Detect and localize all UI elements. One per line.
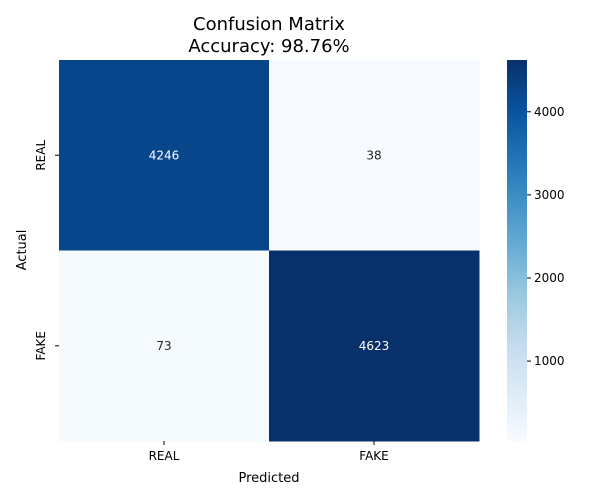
colorbar-tick-label: 3000 — [534, 188, 565, 202]
chart-title: Confusion Matrix — [193, 14, 345, 35]
colorbar-ticks: 1000 2000 3000 4000 — [527, 105, 565, 368]
x-axis-label: Predicted — [238, 471, 299, 486]
chart-subtitle: Accuracy: 98.76% — [188, 36, 349, 57]
colorbar: 1000 2000 3000 4000 — [507, 60, 565, 441]
colorbar-tick-label: 4000 — [534, 105, 565, 119]
cell-value-label: 4623 — [359, 339, 390, 353]
y-axis-label: Actual — [15, 230, 30, 271]
x-tick-label: FAKE — [359, 449, 388, 463]
heatmap-cell — [269, 250, 480, 442]
x-tick-labels: REAL FAKE — [149, 441, 389, 463]
heatmap-cell — [269, 60, 480, 251]
colorbar-tick-label: 1000 — [534, 354, 565, 368]
heatmap-cell — [59, 250, 270, 442]
cell-value-label: 73 — [156, 339, 171, 353]
colorbar-tick-label: 2000 — [534, 271, 565, 285]
y-tick-labels: REAL FAKE — [34, 140, 59, 360]
y-tick-label: FAKE — [34, 331, 48, 360]
cell-value-label: 4246 — [149, 148, 180, 162]
y-tick-label: REAL — [34, 140, 48, 171]
cell-value-label: 38 — [366, 148, 381, 162]
colorbar-gradient — [507, 60, 527, 441]
heatmap-cell — [59, 60, 270, 251]
heatmap-cells: 4246 38 73 4623 — [59, 60, 480, 442]
x-tick-label: REAL — [149, 449, 180, 463]
